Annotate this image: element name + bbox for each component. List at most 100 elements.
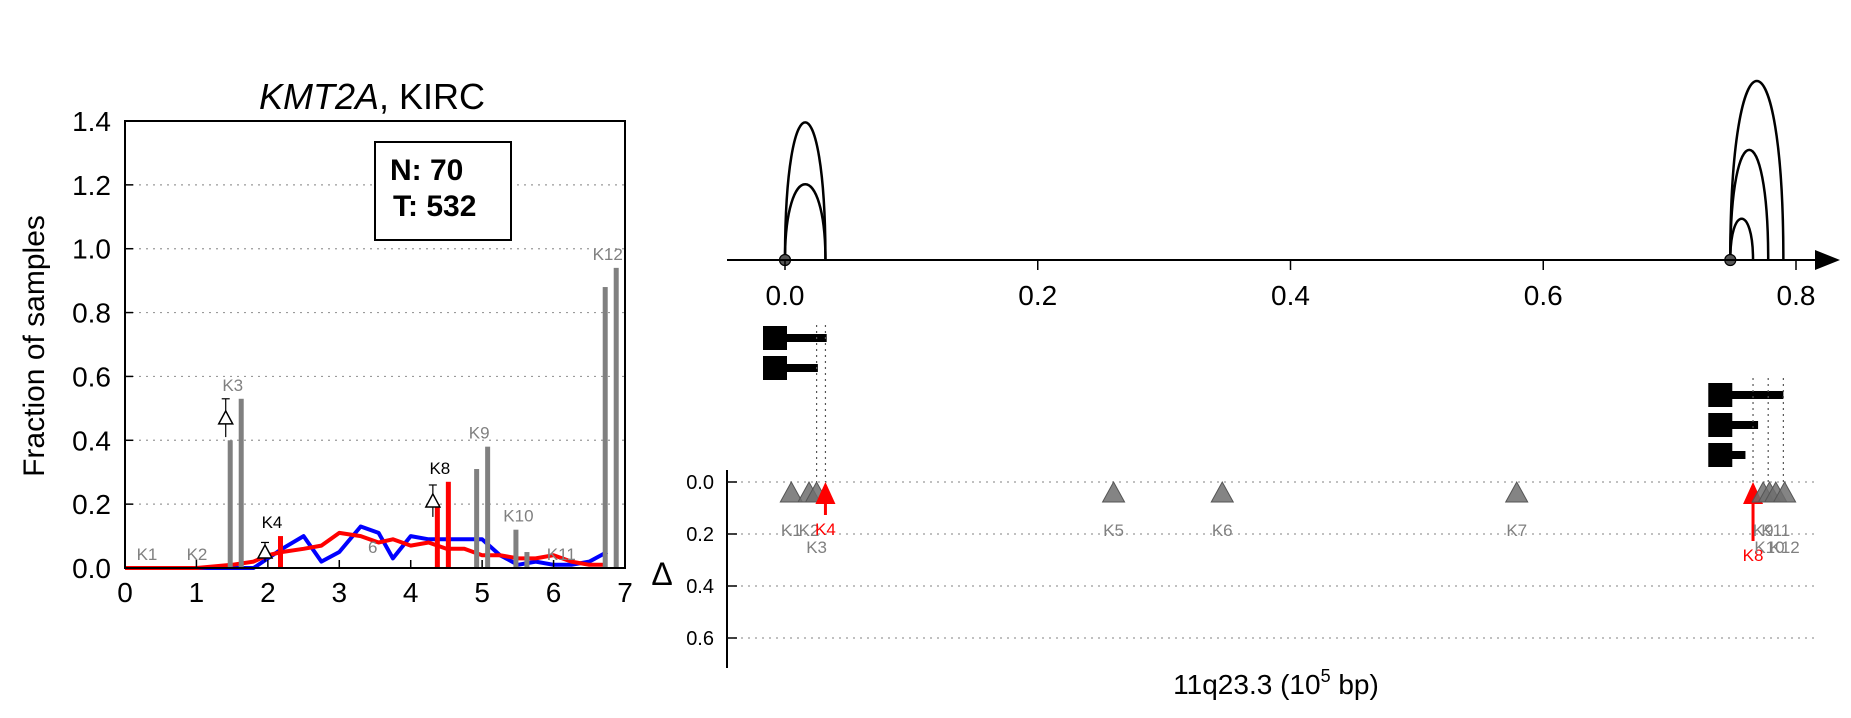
y-tick-label: 1.0 <box>72 234 111 265</box>
left-bar-chart: KMT2A, KIRC Fraction of samples K1 K2 K3 K4… <box>18 76 633 608</box>
plot-frame <box>124 120 626 569</box>
genomic-tick-label: 0.2 <box>1018 280 1057 311</box>
bar-K4 <box>278 536 283 568</box>
transcript-line <box>1730 451 1746 459</box>
marker-K1 <box>779 480 804 503</box>
marker-label-K2: K2 <box>799 521 820 540</box>
delta-axis-label: Δ <box>651 556 672 592</box>
splice-arcs <box>778 79 1785 267</box>
marker-label-K3: K3 <box>806 538 827 557</box>
genomic-tick-label: 0.4 <box>1271 280 1310 311</box>
transcript-line <box>1730 391 1784 399</box>
bar-K9 <box>485 446 491 568</box>
marker-K6 <box>1210 480 1235 503</box>
splice-arc <box>1729 217 1755 261</box>
x-tick-label: 4 <box>403 577 419 608</box>
x-tick-label: 7 <box>617 577 633 608</box>
bar-label-K1: K1 <box>137 545 158 564</box>
y-tick-label: 0.4 <box>72 425 111 456</box>
bar-K8 <box>434 504 440 568</box>
genomic-tick-label: 0.6 <box>1524 280 1563 311</box>
delta-marker-K4 <box>256 543 274 559</box>
marker-label-K4: K4 <box>815 520 836 539</box>
delta-marker-K8 <box>424 492 442 508</box>
marker-K5 <box>1101 480 1126 503</box>
bar-K8 <box>445 481 451 568</box>
left-bars <box>227 267 619 568</box>
delta-tick-label: 0.0 <box>686 472 714 494</box>
marker-label-K1: K1 <box>781 521 802 540</box>
splice-arc <box>1729 148 1770 261</box>
transcript-exon-block <box>763 326 787 350</box>
transcript-models <box>763 326 1784 467</box>
y-tick-label: 0.6 <box>72 361 111 392</box>
transcript-exon-block <box>763 356 787 380</box>
delta-tick-label: 0.6 <box>686 628 714 650</box>
y-tick-label: 0.8 <box>72 298 111 329</box>
genomic-axis-ticks: 0.0 0.2 0.4 0.6 0.8 <box>766 260 1815 311</box>
x-tick-label: 2 <box>260 577 276 608</box>
bar-K12 <box>602 287 608 568</box>
bar-K3 <box>238 398 244 568</box>
y-tick-label: 0.0 <box>72 553 111 584</box>
marker-label-K8: K8 <box>1743 546 1764 565</box>
locus-axis-label: 11q23.3 (105 bp) <box>1173 666 1379 700</box>
transcript-line <box>1730 421 1759 429</box>
marker-label-K12: K12 <box>1770 538 1800 557</box>
delta-tick-label: 0.2 <box>686 524 714 546</box>
splice-arc <box>783 183 827 261</box>
bar-label-K12: K12 <box>593 245 623 264</box>
bar-label-K4: K4 <box>262 513 283 532</box>
splice-arc <box>783 121 827 261</box>
stats-box: N: 70 T: 532 <box>374 141 512 241</box>
x-tick-label: 6 <box>546 577 562 608</box>
transcript-exon-block <box>1708 413 1733 437</box>
bar-label-K3: K3 <box>222 376 243 395</box>
arrow-head-K4 <box>815 482 836 504</box>
bar-K3 <box>227 440 233 568</box>
transcript-exon-block <box>1708 443 1733 467</box>
marker-label-K10: K10 <box>1754 538 1784 557</box>
marker-label-K9: K9 <box>1753 521 1774 540</box>
bar-K9 <box>474 469 480 568</box>
chart-title-gene: KMT2A <box>259 76 379 117</box>
locus-label-exponent: 5 <box>1321 666 1331 686</box>
y-tick-label: 0.2 <box>72 489 111 520</box>
y-tick-label: 1.4 <box>72 106 111 137</box>
y-tick-label: 1.2 <box>72 170 111 201</box>
marker-label-K7: K7 <box>1506 521 1527 540</box>
delta-tick-label: 0.4 <box>686 576 714 598</box>
bar-label-faded: 6 <box>368 538 377 557</box>
stats-normal-count: N: 70 <box>390 154 463 187</box>
bar-K10 <box>524 552 530 568</box>
bar-label-K11: K11 <box>547 545 576 564</box>
genomic-tick-label: 0.0 <box>766 280 805 311</box>
locus-label-main: 11q23.3 (10 <box>1173 669 1320 700</box>
bar-label-K9: K9 <box>469 424 490 443</box>
bar-K10 <box>513 529 519 568</box>
x-tick-label: 1 <box>189 577 205 608</box>
bar-label-K2: K2 <box>187 545 208 564</box>
bar-label-K8: K8 <box>429 459 450 478</box>
transcript-line <box>785 334 827 342</box>
chart-title-cancer: , KIRC <box>379 76 485 117</box>
x-tick-label: 3 <box>331 577 347 608</box>
chart-title: KMT2A, KIRC <box>259 76 485 117</box>
series-line-1 <box>125 530 608 570</box>
marker-label-K6: K6 <box>1212 521 1233 540</box>
y-axis-label: Fraction of samples <box>18 215 51 477</box>
marker-label-K5: K5 <box>1103 521 1124 540</box>
left-annotations: K1 K2 K3 K4 K8 K9 K10 K11 K12 6 <box>137 245 623 564</box>
bar-label-K10: K10 <box>503 507 533 526</box>
x-tick-label: 0 <box>117 577 133 608</box>
stats-box-frame <box>374 141 512 241</box>
locus-label-unit: bp) <box>1331 669 1379 700</box>
bar-K12 <box>613 267 619 568</box>
genomic-axis-arrowhead <box>1815 250 1840 270</box>
transcript-exon-block <box>1708 383 1733 407</box>
delta-marker-K3 <box>217 409 234 425</box>
marker-K12 <box>1772 480 1797 503</box>
